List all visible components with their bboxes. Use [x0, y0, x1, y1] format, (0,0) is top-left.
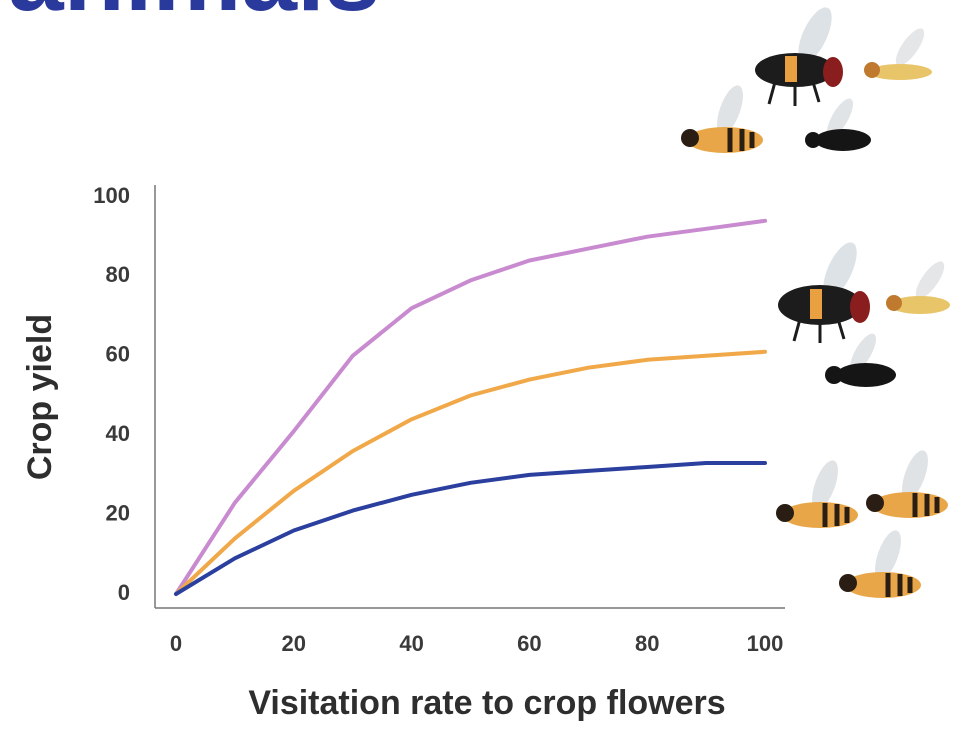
- y-tick-label: 40: [106, 421, 130, 446]
- x-tick-label: 0: [170, 631, 182, 656]
- x-tick-label: 100: [747, 631, 784, 656]
- x-tick-label: 80: [635, 631, 659, 656]
- y-axis-label: Crop yield: [21, 314, 59, 480]
- x-axis-label: Visitation rate to crop flowers: [248, 684, 725, 722]
- bee: [839, 530, 921, 598]
- insects: [681, 7, 950, 598]
- bee: [776, 460, 858, 528]
- bee: [866, 450, 948, 518]
- title: animals: [8, 0, 380, 32]
- hoverfly: [886, 261, 950, 314]
- x-tick-label: 60: [517, 631, 541, 656]
- y-tick-label: 80: [106, 262, 130, 287]
- fly: [805, 98, 871, 151]
- y-tick-label: 20: [106, 500, 130, 525]
- y-tick-label: 0: [118, 580, 130, 605]
- line-series: [174, 218, 767, 596]
- x-tick-label: 20: [282, 631, 306, 656]
- line-series: [174, 349, 767, 596]
- line-series: [174, 461, 767, 596]
- bumblebee: [778, 242, 870, 343]
- y-tick-label: 100: [93, 183, 130, 208]
- x-tick-label: 40: [399, 631, 423, 656]
- fly: [825, 333, 896, 387]
- hoverfly: [864, 28, 932, 80]
- y-tick-label: 60: [106, 342, 130, 367]
- bumblebee: [755, 7, 843, 106]
- bee: [681, 85, 763, 153]
